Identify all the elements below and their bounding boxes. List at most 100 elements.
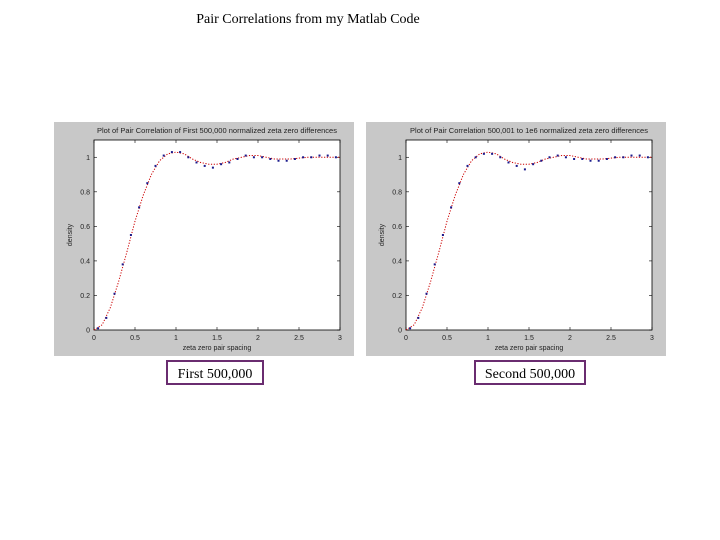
data-point [203, 164, 206, 167]
y-tick-label: 0.8 [80, 189, 90, 196]
data-point [236, 158, 239, 160]
data-point [179, 151, 182, 154]
data-point [195, 161, 198, 164]
x-axis-label: zeta zero pair spacing [495, 345, 564, 352]
y-tick-label: 0.4 [80, 258, 90, 265]
data-point [540, 159, 543, 162]
slide-title: Pair Correlations from my Matlab Code [196, 12, 420, 27]
chart-panel-second: Plot of Pair Correlation 500,001 to 1e6 … [366, 122, 666, 356]
y-tick-label: 0 [86, 328, 90, 335]
data-point [482, 152, 485, 155]
y-tick-label: 1 [86, 155, 90, 162]
data-point [228, 161, 231, 164]
caption-second: Second 500,000 [474, 360, 586, 385]
data-point [138, 206, 141, 209]
data-point [646, 156, 649, 159]
x-tick-label: 2.5 [606, 335, 616, 342]
data-point [302, 156, 305, 159]
data-point [507, 161, 510, 164]
data-point [630, 154, 633, 157]
data-point [170, 151, 173, 154]
data-point [121, 263, 124, 266]
data-point [433, 263, 436, 266]
series-line-theory [405, 151, 652, 331]
data-point [244, 154, 247, 157]
x-axis-label: zeta zero pair spacing [183, 345, 252, 352]
x-tick-label: 0.5 [130, 335, 140, 342]
data-point [417, 316, 420, 319]
data-point [441, 234, 444, 236]
data-point [499, 156, 502, 159]
data-point [581, 158, 584, 160]
chart-first-500000: Plot of Pair Correlation of First 500,00… [67, 126, 342, 352]
x-tick-label: 3 [650, 335, 654, 342]
chart-second-500000: Plot of Pair Correlation 500,001 to 1e6 … [379, 126, 654, 352]
x-tick-label: 0.5 [442, 335, 452, 342]
data-point [293, 158, 296, 160]
data-point [515, 164, 518, 167]
data-point [113, 292, 116, 295]
y-tick-label: 0.6 [80, 224, 90, 231]
x-tick-label: 0 [404, 335, 408, 342]
data-point [425, 292, 428, 295]
data-point [523, 168, 526, 171]
data-point [318, 154, 321, 157]
data-point [269, 158, 272, 160]
data-point [211, 166, 214, 169]
data-point [97, 327, 100, 330]
x-tick-label: 0 [92, 335, 96, 342]
plot-area [93, 139, 341, 331]
data-point [326, 154, 329, 157]
y-tick-label: 0 [398, 328, 402, 335]
data-point [129, 234, 132, 236]
data-point [146, 182, 149, 185]
plot-area [405, 139, 653, 331]
data-point [638, 154, 641, 157]
data-point [466, 164, 469, 167]
data-point [573, 158, 576, 160]
data-point [458, 182, 461, 185]
x-tick-label: 2 [568, 335, 572, 342]
data-point [409, 327, 412, 330]
chart-title: Plot of Pair Correlation 500,001 to 1e6 … [410, 126, 648, 135]
y-tick-label: 1 [398, 155, 402, 162]
data-point [285, 159, 288, 162]
data-point [105, 316, 108, 319]
y-axis-label: density [67, 223, 74, 246]
data-point [162, 154, 165, 157]
data-point [252, 156, 255, 159]
y-tick-label: 0.2 [392, 293, 402, 300]
data-point [622, 156, 625, 159]
y-tick-label: 0.8 [392, 189, 402, 196]
x-tick-label: 1 [486, 335, 490, 342]
x-tick-label: 1 [174, 335, 178, 342]
data-point [474, 156, 477, 159]
data-point [187, 156, 190, 159]
data-point [532, 163, 535, 166]
data-point [589, 159, 592, 162]
data-point [334, 156, 337, 159]
data-point [556, 154, 559, 157]
chart-panel-first: Plot of Pair Correlation of First 500,00… [54, 122, 354, 356]
data-point [220, 163, 223, 166]
x-tick-label: 1.5 [212, 335, 222, 342]
y-tick-label: 0.6 [392, 224, 402, 231]
x-tick-label: 1.5 [524, 335, 534, 342]
data-point [548, 156, 551, 159]
data-point [450, 206, 453, 209]
data-point [614, 156, 617, 159]
caption-first: First 500,000 [166, 360, 264, 385]
data-point [154, 164, 157, 167]
data-point [597, 159, 600, 162]
data-point [261, 156, 264, 159]
chart-title: Plot of Pair Correlation of First 500,00… [97, 126, 337, 135]
data-point [491, 152, 494, 155]
data-point [605, 158, 608, 160]
y-tick-label: 0.4 [392, 258, 402, 265]
data-point [564, 156, 567, 159]
y-axis-label: density [379, 223, 386, 246]
y-tick-label: 0.2 [80, 293, 90, 300]
series-line-theory [93, 151, 340, 331]
x-tick-label: 2 [256, 335, 260, 342]
x-tick-label: 3 [338, 335, 342, 342]
